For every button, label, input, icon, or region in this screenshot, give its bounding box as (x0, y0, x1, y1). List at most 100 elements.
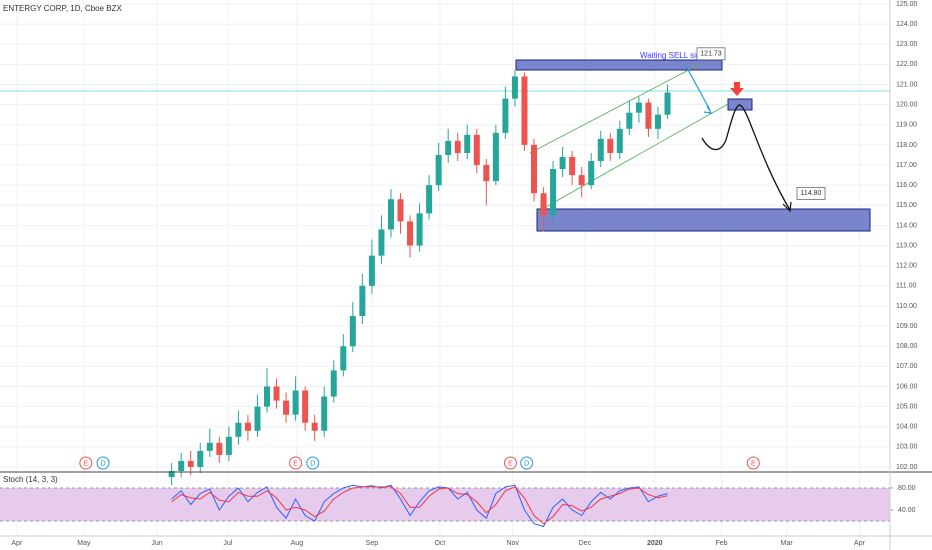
candle-body (597, 138, 604, 162)
candle-body (340, 346, 347, 371)
event-marker (520, 456, 534, 470)
candle-body (464, 134, 471, 153)
event-marker (79, 456, 93, 470)
projection-path (701, 104, 791, 211)
x-tick-label: Dec (579, 540, 592, 547)
event-marker (746, 456, 760, 470)
candle-body (664, 92, 671, 115)
candle-body (616, 128, 623, 153)
demand-zone (536, 208, 871, 232)
stoch-pane: 80.00 40.00 (0, 484, 916, 528)
candle-body (378, 229, 385, 256)
candle-body (407, 221, 414, 246)
candle-body (168, 471, 175, 478)
event-label: D (310, 460, 315, 467)
candle-body (321, 396, 328, 431)
candle-body (654, 114, 661, 129)
candle-body (206, 442, 213, 451)
channel-upper (529, 63, 701, 154)
channel-lower (536, 103, 729, 213)
candle-body (445, 140, 452, 155)
y-tick-label: 111.00 (896, 283, 916, 290)
event-marker (503, 456, 517, 470)
candle-body (511, 76, 518, 99)
candle-body (483, 165, 490, 182)
candle-body (235, 422, 242, 437)
stoch-line (171, 484, 668, 528)
y-tick-label: 116.00 (896, 182, 917, 189)
x-tick-label: Jul (223, 540, 232, 547)
x-tick-label: Nov (506, 540, 519, 547)
y-tick-label: 109.00 (896, 323, 918, 330)
x-tick-label: Oct (434, 540, 445, 547)
candle-body (302, 390, 309, 423)
x-tick-label: Feb (716, 540, 728, 547)
candle-body (588, 161, 595, 186)
stoch-line (171, 486, 668, 525)
candle-body (197, 450, 204, 467)
candle-body (607, 138, 614, 153)
event-label: E (293, 460, 298, 467)
y-tick-label: 121.00 (896, 81, 918, 88)
candle-body (559, 156, 566, 170)
candle-body (264, 386, 270, 407)
indicator-title: Stoch (14, 3, 3) (3, 475, 58, 484)
x-tick-label: Apr (11, 540, 23, 547)
y-tick-label: 80.00 (898, 485, 916, 492)
candle-body (645, 102, 652, 129)
chart-title: ENTERGY CORP, 1D, Cboe BZX (3, 4, 123, 13)
candle-body (426, 185, 433, 214)
candle-body (368, 255, 375, 286)
y-tick-label: 112.00 (896, 263, 917, 270)
red-arrow (730, 82, 744, 96)
y-tick-label: 115.00 (896, 202, 917, 209)
x-tick-label: Sep (366, 540, 379, 547)
y-tick-label: 125.00 (896, 1, 918, 8)
candle-body (292, 390, 299, 415)
level-label: 121.73 (700, 51, 722, 58)
candle-body (435, 154, 442, 186)
candle-body (397, 199, 404, 222)
x-tick-label: Jun (151, 540, 162, 547)
candle-body (540, 193, 547, 216)
y-tick-label: 117.00 (896, 162, 917, 169)
event-marker (289, 456, 303, 470)
candle-body (454, 140, 461, 153)
candle-body (578, 175, 585, 186)
y-tick-label: 105.00 (896, 403, 918, 410)
candle-body (225, 436, 232, 455)
candle-body (473, 134, 480, 166)
event-label: E (508, 460, 513, 467)
level-box (696, 47, 726, 61)
x-tick-label: May (77, 540, 91, 547)
candle-body (330, 370, 337, 397)
candle-body (349, 316, 356, 347)
event-label: D (524, 460, 529, 467)
y-tick-label: 123.00 (896, 41, 918, 48)
level-label: 114.80 (801, 190, 822, 197)
y-tick-label: 114.00 (896, 222, 917, 229)
y-tick-label: 106.00 (896, 383, 918, 390)
candle-body (569, 156, 576, 176)
event-label: E (83, 460, 88, 467)
candle-body (626, 112, 633, 129)
y-tick-label: 104.00 (896, 424, 918, 431)
candle-body (502, 98, 509, 133)
event-label: D (100, 460, 105, 467)
drawings: Waiting SELL signal 121.73 114.80 (640, 47, 826, 213)
candle-body (416, 213, 423, 246)
x-tick-label: Apr (854, 540, 866, 547)
candle-body (492, 132, 499, 182)
y-tick-label: 40.00 (898, 507, 916, 514)
y-tick-label: 113.00 (896, 242, 917, 249)
x-tick-label: 2020 (647, 540, 663, 547)
arrow (685, 65, 711, 111)
y-tick-label: 120.00 (896, 101, 918, 108)
candle-body (359, 285, 366, 317)
annotation: Waiting SELL signal (640, 51, 711, 60)
candle-body (244, 422, 251, 431)
arrow-head (782, 201, 792, 213)
